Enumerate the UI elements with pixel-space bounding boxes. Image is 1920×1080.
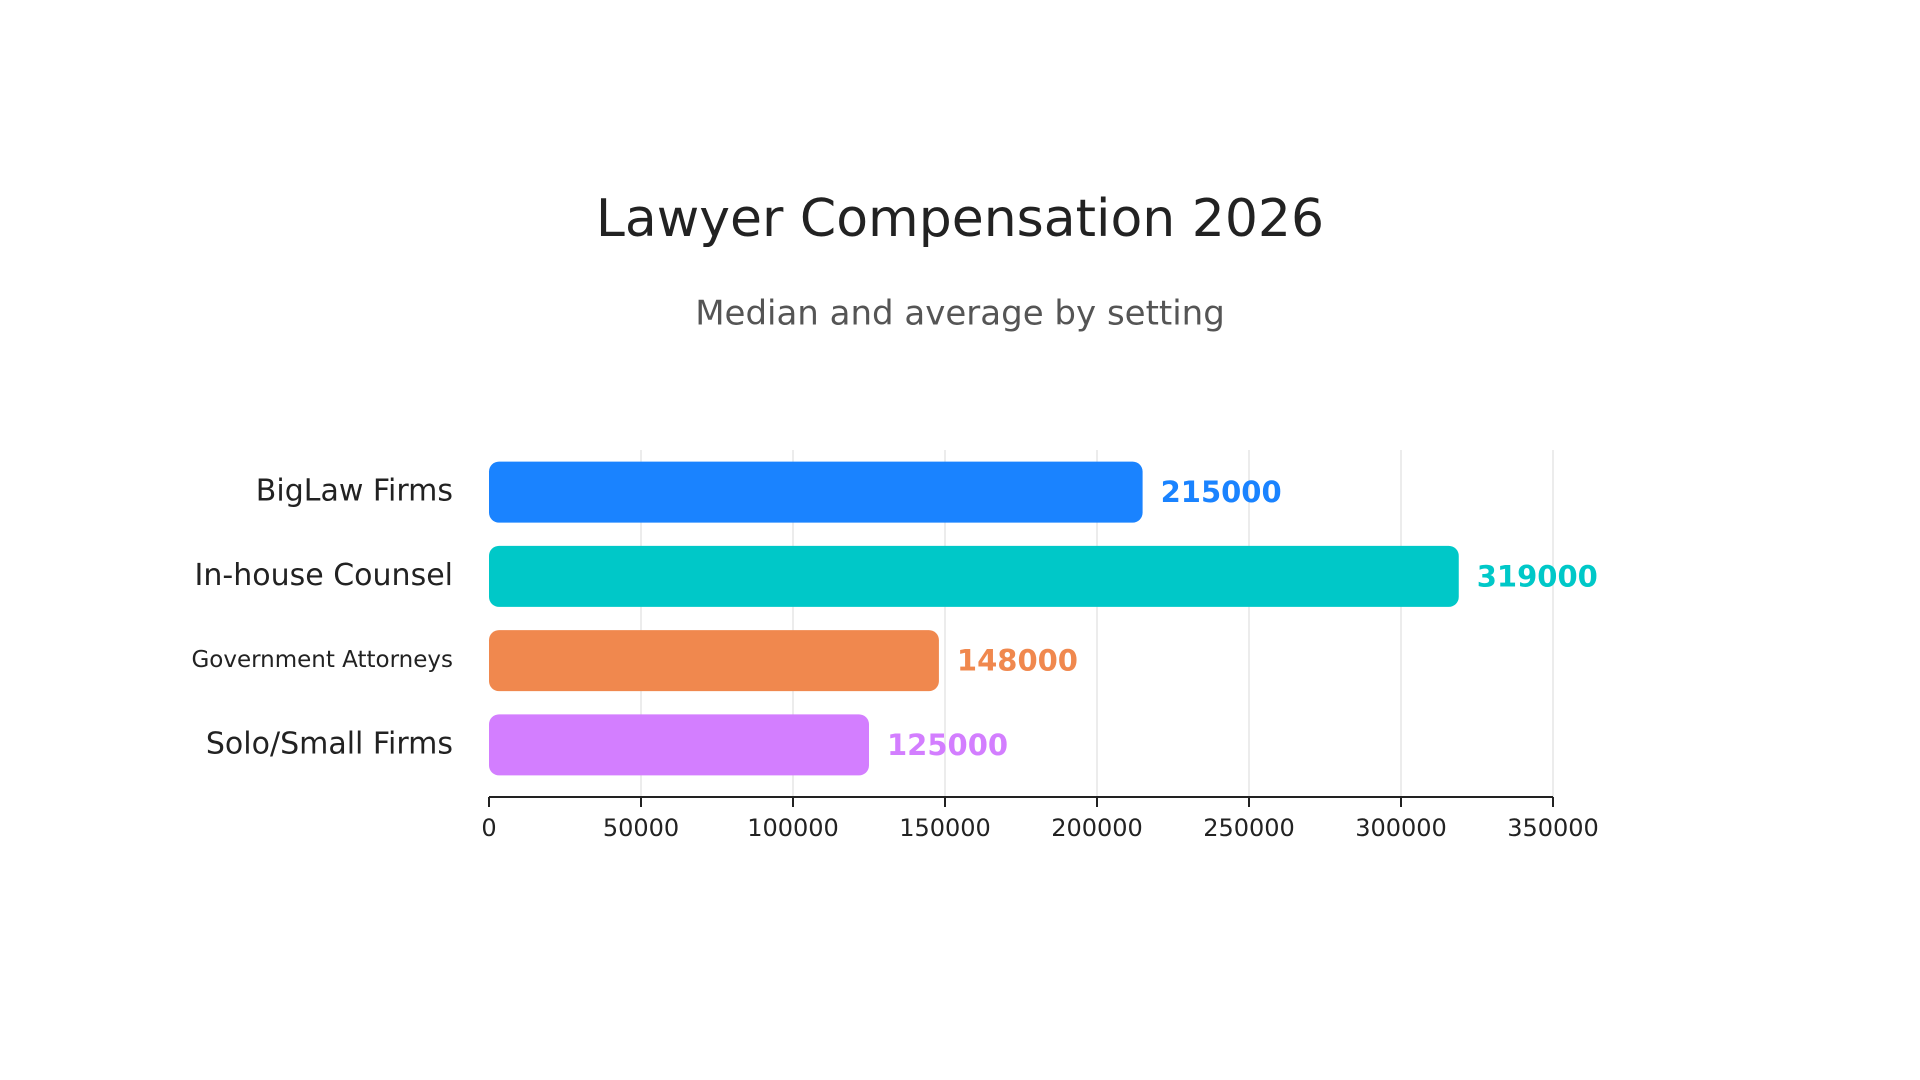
x-tick-label: 150000 (899, 814, 991, 842)
value-label: 125000 (887, 728, 1008, 762)
bar (489, 461, 1143, 523)
value-label: 148000 (957, 644, 1078, 678)
y-tick-label: BigLaw Firms (256, 474, 453, 509)
chart-subtitle: Median and average by setting (695, 294, 1225, 334)
x-tick-label: 300000 (1355, 814, 1447, 842)
y-tick-label: In-house Counsel (195, 558, 453, 593)
x-tick-label: 100000 (747, 814, 839, 842)
x-tick-label: 350000 (1507, 814, 1599, 842)
bar (489, 714, 869, 776)
y-tick-label: Solo/Small Firms (206, 726, 453, 761)
x-tick-label: 0 (481, 814, 496, 842)
chart-title: Lawyer Compensation 2026 (596, 189, 1324, 249)
x-tick-label: 50000 (603, 814, 679, 842)
bar (489, 630, 939, 692)
bar (489, 545, 1459, 607)
x-tick-label: 200000 (1051, 814, 1143, 842)
value-label: 319000 (1477, 559, 1598, 593)
x-tick-label: 250000 (1203, 814, 1295, 842)
y-tick-label: Government Attorneys (191, 647, 453, 673)
value-label: 215000 (1161, 475, 1282, 509)
